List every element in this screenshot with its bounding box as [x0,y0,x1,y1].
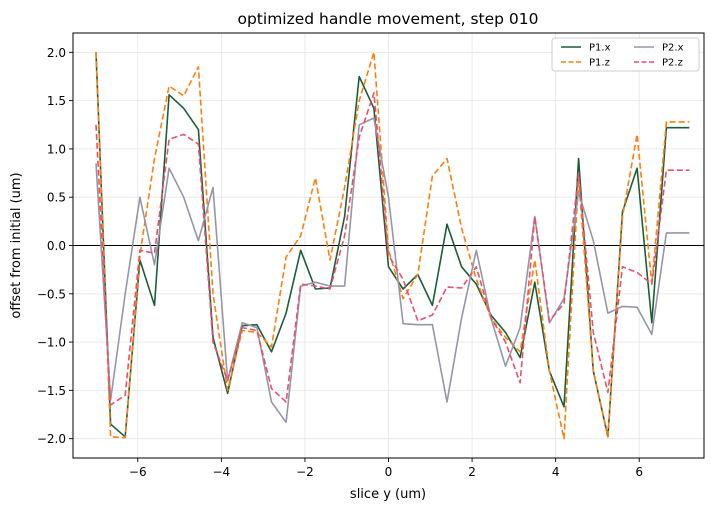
legend: P1.x P1.z P2.x P2.z [551,37,700,72]
legend-label: P1.x [589,43,611,54]
y-axis-label: offset from initial (um) [9,172,24,318]
y-tick-label: −1.0 [37,336,66,350]
y-tick-label: 0.5 [47,191,66,205]
x-axis: −6 −4 −2 0 2 4 6 [129,458,643,479]
legend-label: P2.z [662,58,683,69]
y-axis: −2.0 −1.5 −1.0 −0.5 0.0 0.5 1.0 1.5 2.0 [37,46,73,446]
series-line-p2-z [95,92,690,406]
x-tick-label: 0 [385,465,393,479]
x-tick-label: 6 [635,465,643,479]
x-tick-label: −2 [296,465,314,479]
y-tick-label: −2.0 [37,432,66,446]
y-tick-label: 1.0 [47,142,66,156]
y-tick-label: −0.5 [37,287,66,301]
y-tick-label: −1.5 [37,384,66,398]
series-line-p2-x [95,117,690,424]
x-tick-label: −4 [212,465,230,479]
chart-title: optimized handle movement, step 010 [237,10,538,28]
y-tick-label: 1.5 [47,94,66,108]
y-tick-label: 0.0 [47,239,66,253]
y-tick-label: 2.0 [47,46,66,60]
series-line-p1-x [95,52,690,438]
x-axis-label: slice y (um) [350,487,426,502]
legend-box [551,37,700,72]
x-tick-label: 4 [552,465,560,479]
series-line-p1-z [95,51,690,440]
legend-label: P2.x [662,43,684,54]
x-tick-label: 2 [468,465,476,479]
legend-label: P1.z [589,58,610,69]
x-tick-label: −6 [129,465,147,479]
plot-series [95,51,690,440]
